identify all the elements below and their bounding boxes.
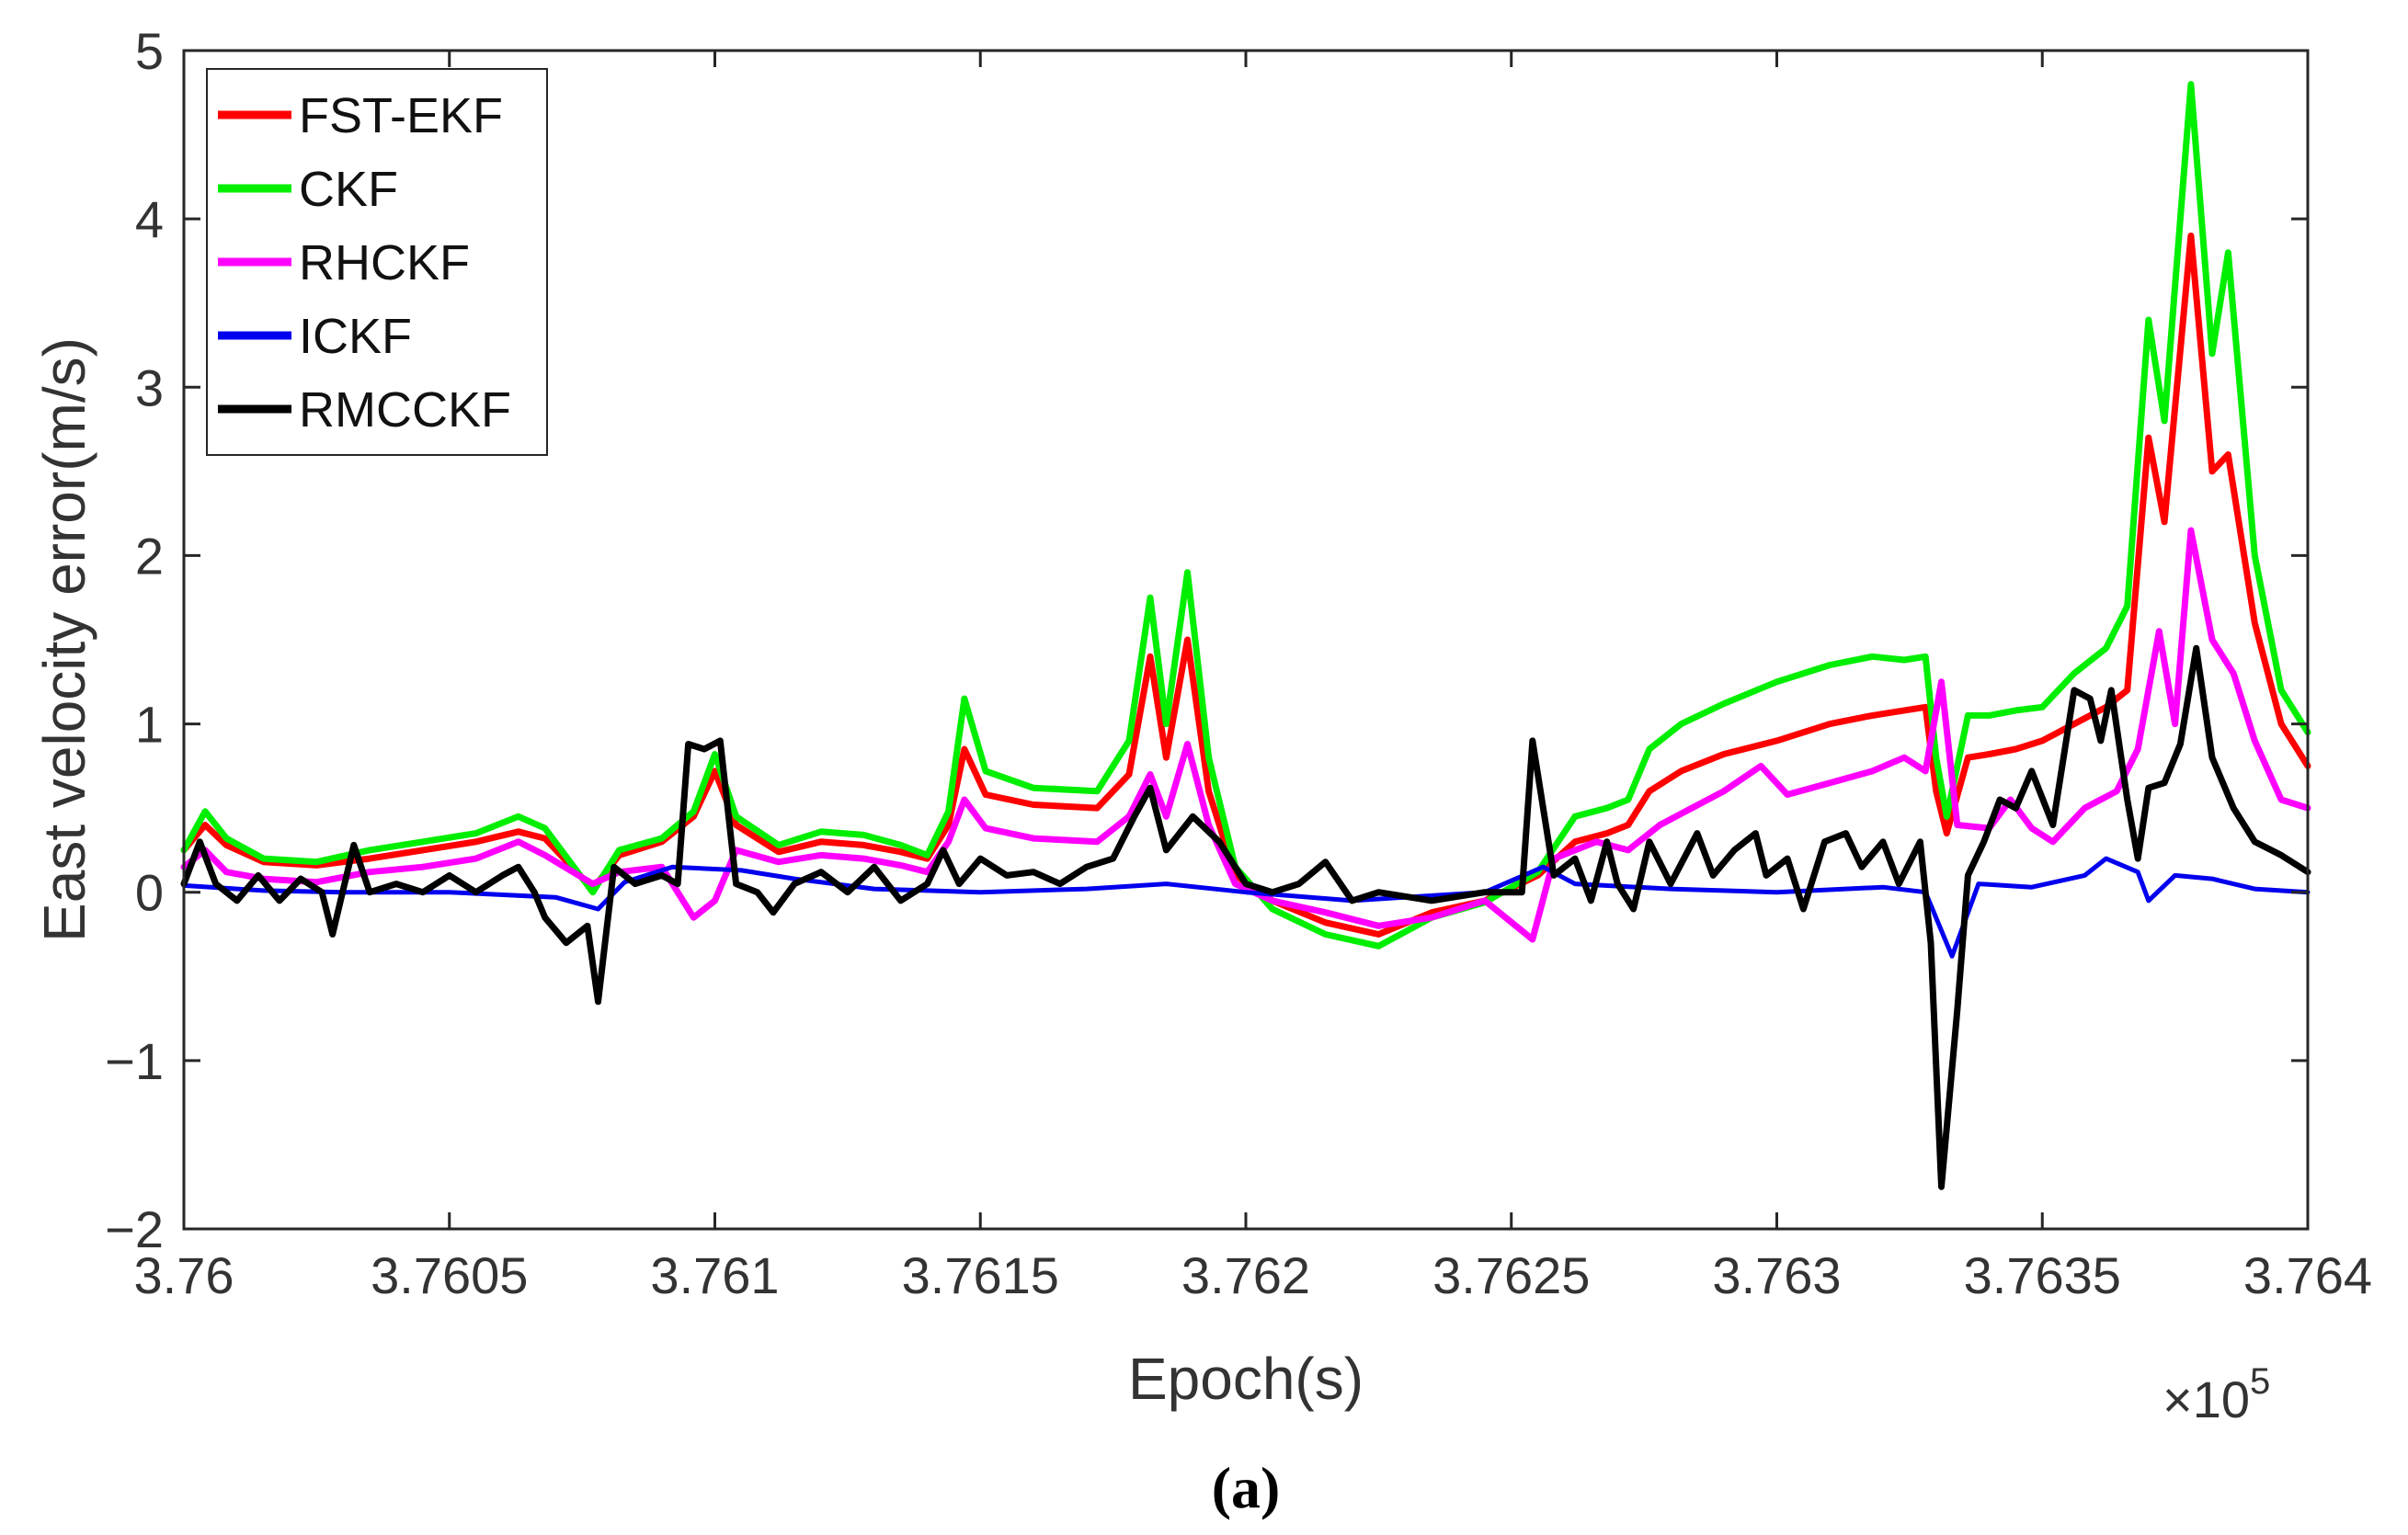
x-multiplier-exponent: 5: [2250, 1361, 2270, 1402]
x-tick-label: 3.762: [1181, 1246, 1310, 1304]
x-tick-label: 3.7615: [902, 1246, 1059, 1304]
x-tick-label: 3.763: [1712, 1246, 1841, 1304]
x-multiplier-base: ×10: [2163, 1370, 2250, 1428]
x-axis-label: Epoch(s): [1128, 1346, 1364, 1412]
y-tick-label: 4: [135, 190, 164, 248]
figure-caption: (a): [1212, 1455, 1281, 1520]
y-tick-label: 0: [135, 864, 164, 922]
y-tick-label: −1: [105, 1032, 164, 1090]
y-tick-label: 3: [135, 358, 164, 416]
legend: FST-EKF CKF RHCKF ICKF RMCCKF: [206, 68, 548, 456]
tick-layer: 3.76 3.7605 3.761 3.7615 3.762 3.7625 3.763 3.7…: [105, 22, 2372, 1304]
series-line-rmcckf: [180, 644, 2311, 1190]
legend-label-rmcckf: RMCCKF: [299, 382, 511, 438]
series-layer: [180, 81, 2311, 1190]
legend-label-rhckf: RHCKF: [299, 235, 470, 290]
x-tick-label: 3.764: [2243, 1246, 2372, 1304]
x-tick-label: 3.7625: [1432, 1246, 1590, 1304]
y-tick-label: −2: [105, 1200, 164, 1258]
y-tick-label: 2: [135, 527, 164, 585]
x-tick-label: 3.761: [650, 1246, 779, 1304]
y-tick-label: 5: [135, 22, 164, 80]
x-multiplier: ×105: [2163, 1361, 2270, 1428]
legend-label-fst-ekf: FST-EKF: [299, 88, 503, 143]
legend-label-ickf: ICKF: [299, 309, 412, 364]
y-axis-label: East velocity error(m/s): [31, 337, 97, 942]
x-tick-label: 3.76: [134, 1246, 234, 1304]
x-tick-label: 3.7605: [371, 1246, 528, 1304]
x-tick-label: 3.7635: [1964, 1246, 2121, 1304]
y-tick-label: 1: [135, 696, 164, 754]
series-line-ckf: [180, 81, 2311, 949]
legend-label-ckf: CKF: [299, 162, 398, 217]
